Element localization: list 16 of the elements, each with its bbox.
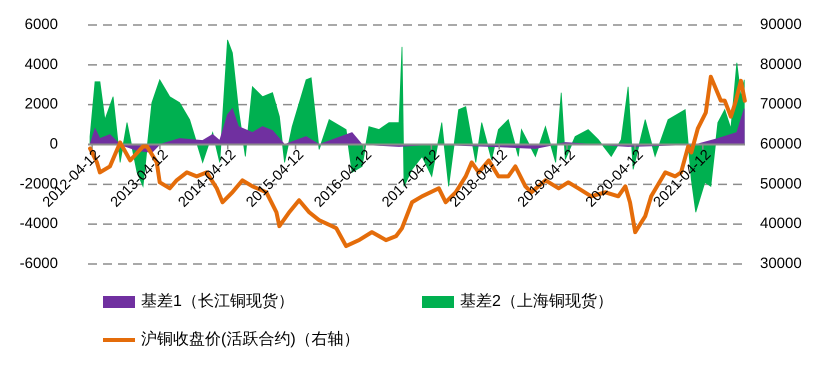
y2-tick-label: 50000 xyxy=(760,175,802,192)
y2-tick-label: 40000 xyxy=(760,215,802,232)
y2-tick-label: 90000 xyxy=(760,16,802,33)
legend-label: 沪铜收盘价(活跃合约)（右轴） xyxy=(141,330,360,348)
y2-tick-label: 30000 xyxy=(760,254,802,272)
y2-tick-label: 60000 xyxy=(760,135,802,152)
legend-label: 基差1（长江铜现货） xyxy=(141,292,294,310)
y-tick-label: 4000 xyxy=(24,56,58,73)
y-tick-label: -6000 xyxy=(20,254,58,272)
y-tick-label: 2000 xyxy=(24,96,58,113)
y2-tick-label: 70000 xyxy=(760,96,802,113)
y-tick-label: -4000 xyxy=(20,215,58,232)
y-tick-label: 6000 xyxy=(24,16,58,33)
y2-tick-label: 80000 xyxy=(760,56,802,73)
y-tick-label: 0 xyxy=(50,135,58,152)
legend-label: 基差2（上海铜现货） xyxy=(460,292,613,310)
